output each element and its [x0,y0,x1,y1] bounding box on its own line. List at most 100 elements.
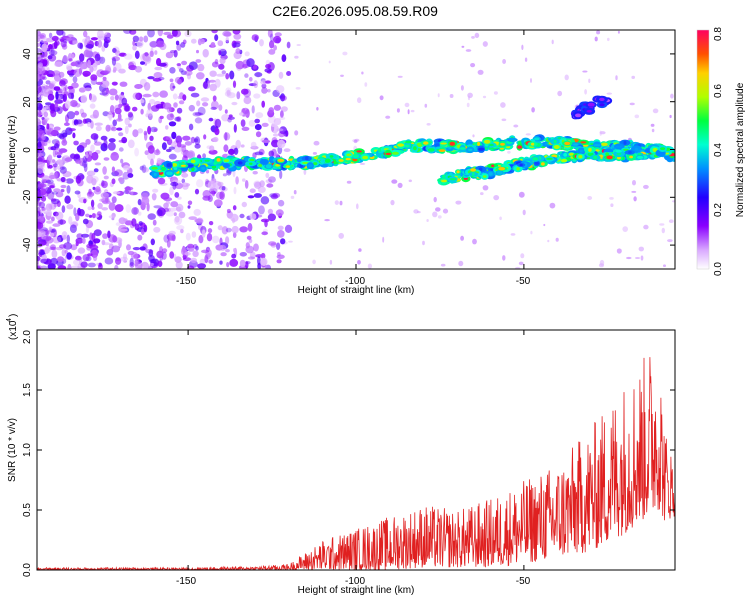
heatmap-speckle [178,211,186,219]
heatmap-speckle [80,112,87,118]
heatmap-speckle [45,203,53,212]
heatmap-ridge-peak [449,141,456,146]
heatmap-speckle [467,95,471,101]
heatmap-speckle [254,118,260,124]
heatmap-speckle [171,30,178,37]
heatmap-speckle [460,85,464,91]
heatmap-speckle [50,232,54,238]
heatmap-speckle [158,76,165,81]
heatmap-ridge-peak [441,179,447,183]
heatmap-ridge-peak [593,144,601,147]
heatmap-speckle [118,103,123,109]
heatmap-speckle [188,61,198,70]
heatmap-speckle [38,110,42,117]
heatmap-speckle [502,255,506,261]
heatmap-speckle [87,194,93,199]
heatmap-speckle [124,185,131,195]
heatmap-speckle [47,263,56,269]
heatmap-speckle [114,94,119,101]
heatmap-speckle [367,263,372,269]
heatmap-ridge-peak [634,147,639,151]
heatmap-speckle [39,53,46,59]
heatmap-speckle [152,77,162,82]
heatmap-speckle [252,170,258,175]
heatmap-speckle [46,210,53,217]
heatmap-speckle [132,35,140,42]
heatmap-speckle [72,132,76,139]
heatmap-speckle [208,117,214,122]
heatmap-ridge-peak [553,139,557,144]
heatmap-speckle [177,78,182,85]
heatmap-speckle [85,44,94,49]
heatmap-speckle [187,73,191,80]
heatmap-speckle [74,190,81,195]
heatmap-speckle [149,40,159,48]
heatmap-speckle [172,85,176,89]
heatmap-speckle [407,109,410,115]
heatmap-speckle [75,119,83,125]
heatmap-speckle [214,118,222,128]
heatmap-ridge-peak [498,167,506,171]
heatmap-speckle [294,130,299,136]
heatmap-speckle [87,59,91,69]
heatmap-speckle [466,102,470,108]
heatmap-speckle [178,68,184,73]
heatmap-speckle [144,132,148,141]
heatmap-ridge-peak [545,143,548,146]
heatmap-ridge-peak [553,145,560,149]
heatmap-ridge-peak [599,103,605,107]
heatmap-speckle [152,91,160,98]
heatmap-speckle [129,257,134,267]
heatmap-speckle [103,157,110,161]
heatmap-speckle [242,63,248,69]
heatmap-speckle [138,221,143,226]
heatmap-speckle [244,73,249,78]
heatmap-speckle [273,45,277,51]
colorbar: 0.0 0.2 0.4 0.6 0.8 Normalized spectral … [696,27,746,276]
snr-series-line [37,357,675,570]
heatmap-speckle [127,250,135,256]
heatmap-ridge-peak [484,139,491,144]
heatmap-ridge-peak [615,145,623,148]
heatmap-speckle [329,259,333,265]
heatmap-speckle [124,186,134,191]
spectrogram-ticks [37,30,675,269]
heatmap-speckle [146,108,153,117]
heatmap-speckle [37,197,40,202]
heatmap-speckle [178,100,185,105]
heatmap-ridge-peak [172,163,178,167]
heatmap-ridge-peak [438,149,446,153]
heatmap-speckle [253,193,262,198]
heatmap-speckle [235,60,245,70]
heatmap-speckle [255,131,262,138]
heatmap-speckle [194,117,203,124]
heatmap-speckle [212,235,220,244]
heatmap-speckle [154,50,158,55]
heatmap-speckle [54,61,63,67]
colorbar-tick-label: 0.2 [713,203,724,217]
heatmap-speckle [37,152,44,157]
heatmap-speckle [240,144,245,148]
heatmap-speckle [75,212,80,222]
heatmap-speckle [46,155,53,165]
heatmap-ridge-peak [261,160,268,164]
heatmap-speckle [93,168,99,173]
heatmap-ridge-peak [586,110,592,113]
heatmap-speckle [102,233,109,239]
heatmap-speckle [631,190,637,193]
heatmap-speckle [111,81,118,86]
heatmap-speckle [128,113,134,121]
heatmap-speckle [200,97,210,102]
heatmap-speckle [99,56,106,64]
heatmap-speckle [235,176,239,185]
heatmap-ridge-peak [356,150,362,153]
heatmap-speckle [422,240,425,246]
heatmap-speckle [175,206,182,212]
heatmap-speckle [108,88,118,96]
heatmap-ridge-peak [302,161,309,165]
heatmap-speckle [187,243,195,249]
heatmap-speckle [58,71,65,78]
heatmap-speckle [185,232,191,241]
heatmap-ridge-peak [216,158,221,162]
